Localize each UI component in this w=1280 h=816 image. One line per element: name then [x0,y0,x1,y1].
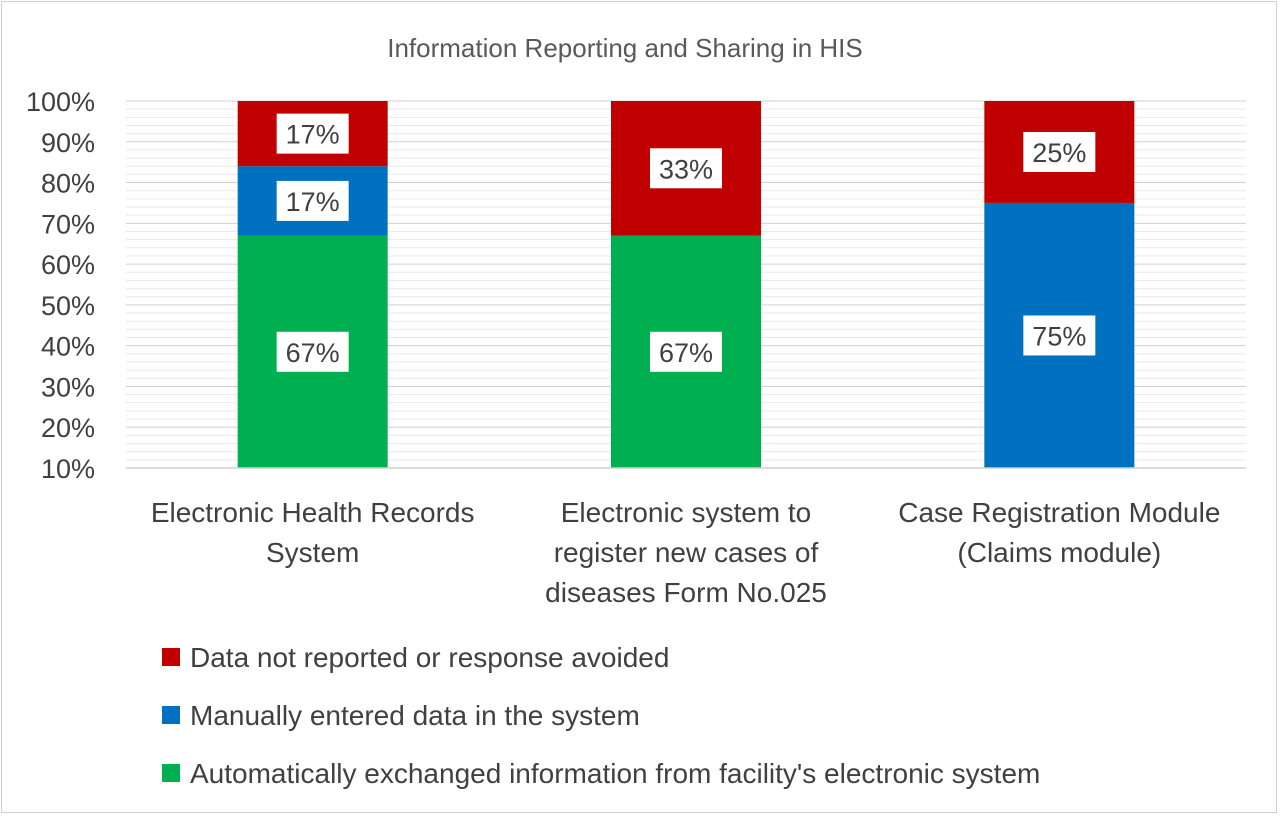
legend-label: Automatically exchanged information from… [190,758,1040,789]
y-tick-label: 100% [26,87,95,117]
y-tick-label: 80% [41,169,95,199]
legend-swatch [162,764,180,782]
data-label: 67% [659,338,713,368]
data-label: 33% [659,154,713,184]
data-label-box [650,331,722,372]
chart-title: Information Reporting and Sharing in HIS [387,33,863,63]
y-tick-label: 40% [41,332,95,362]
y-tick-label: 50% [41,291,95,321]
y-axis: 10% 20% 30% 40% 50% 60% 70% 80% 90% 100% [26,87,95,484]
y-tick-label: 60% [41,250,95,280]
data-label-box [276,331,349,372]
data-label-box [650,148,722,189]
legend-label: Manually entered data in the system [190,700,640,731]
data-label-box [1023,315,1096,356]
data-label-box [276,180,349,221]
y-tick-label: 30% [41,372,95,402]
data-label: 25% [1032,138,1086,168]
legend-swatch [162,706,180,724]
x-axis: Electronic Health Records System Electroni… [151,497,1221,608]
data-label: 67% [286,338,340,368]
data-label-box [1023,131,1096,172]
category-label: Case Registration Module (Claims module) [898,497,1220,568]
category-label: Electronic system to register new cases o… [545,497,827,608]
y-tick-label: 20% [41,413,95,443]
legend: Data not reported or response avoided Man… [162,642,1040,789]
bars: 67% 17% 17% 67% 33% 75% 25% [126,101,1246,469]
y-tick-label: 90% [41,128,95,158]
data-label: 17% [286,120,340,150]
legend-swatch [162,648,180,666]
legend-label: Data not reported or response avoided [190,642,669,673]
data-label: 75% [1032,321,1086,351]
data-label-box [276,113,349,154]
data-label: 17% [286,187,340,217]
y-tick-label: 10% [41,454,95,484]
category-label: Electronic Health Records System [151,497,475,568]
y-tick-label: 70% [41,209,95,239]
